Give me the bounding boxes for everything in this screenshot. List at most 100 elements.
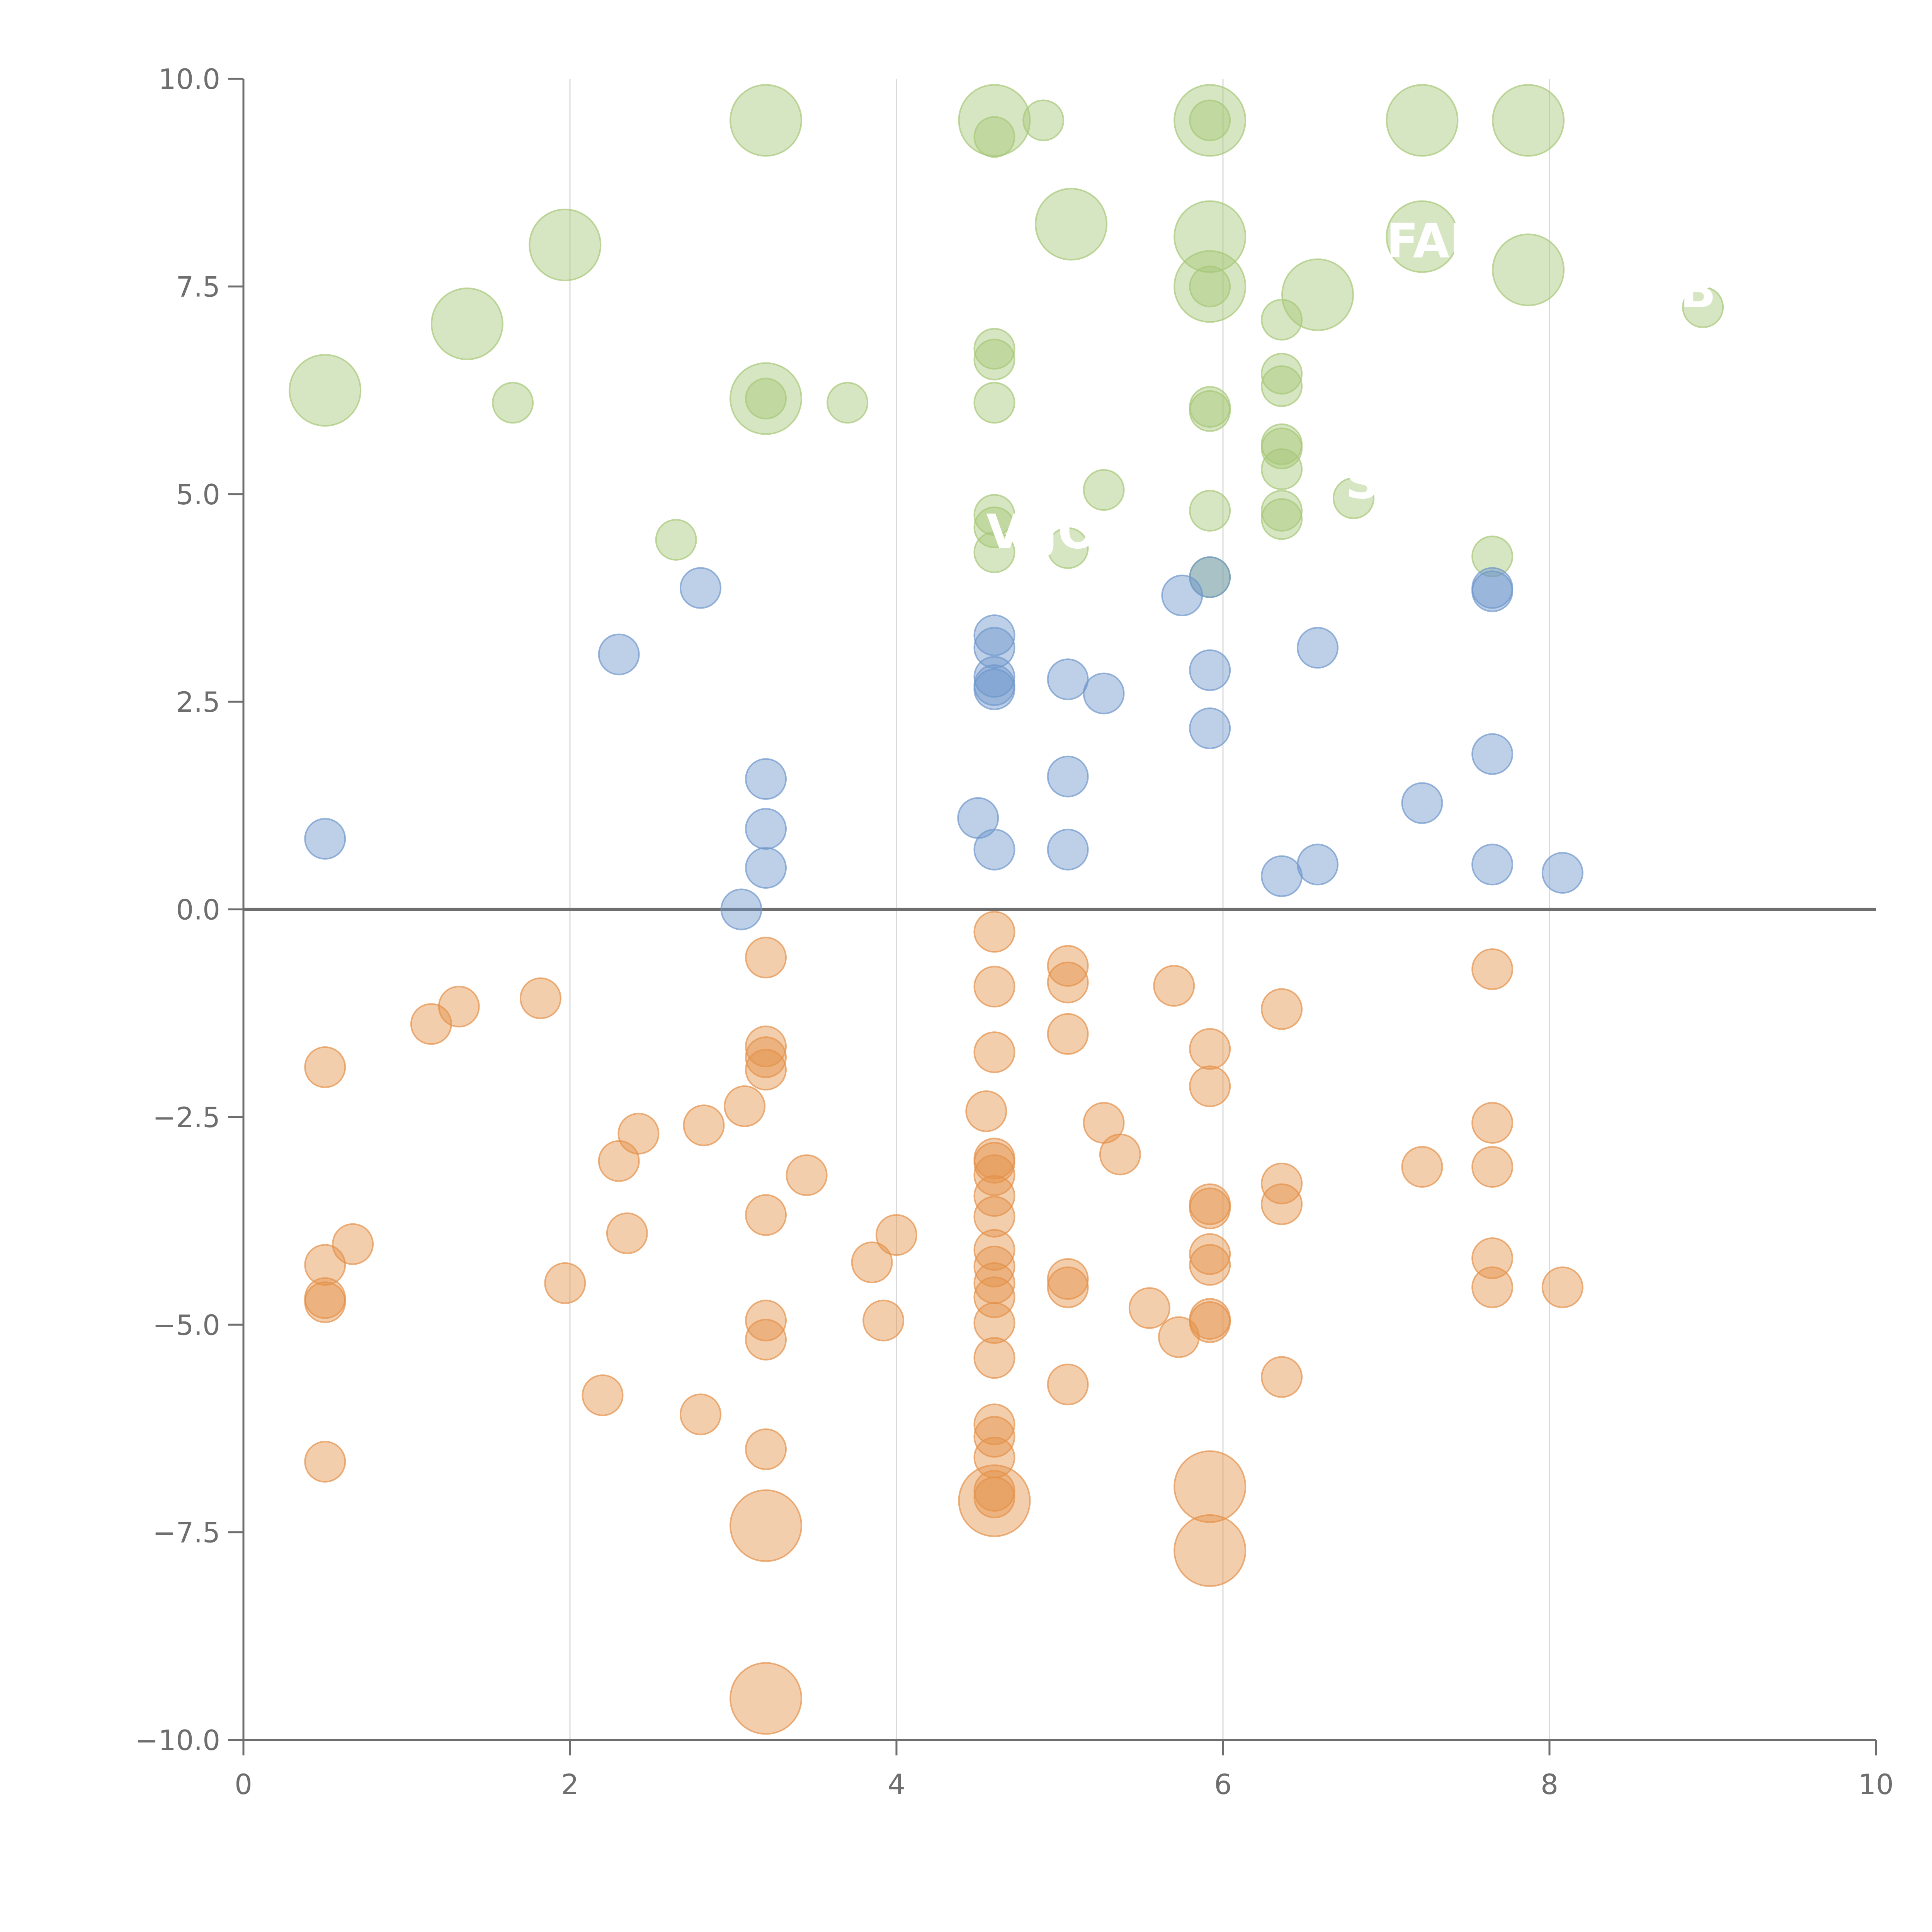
point-negative bbox=[304, 1046, 346, 1088]
point-positive bbox=[1297, 844, 1339, 886]
point-top bbox=[1386, 84, 1459, 157]
point-top bbox=[730, 84, 802, 157]
x-tick-label: 4 bbox=[888, 1768, 905, 1801]
point-positive bbox=[973, 828, 1015, 871]
point-negative bbox=[680, 1393, 721, 1435]
point-top bbox=[1035, 188, 1108, 261]
point-positive bbox=[1047, 658, 1089, 701]
x-tick-label: 6 bbox=[1214, 1768, 1232, 1801]
point-negative bbox=[1173, 1450, 1247, 1523]
point-top bbox=[1173, 200, 1247, 273]
point-negative bbox=[745, 1194, 787, 1236]
point-negative bbox=[1189, 1065, 1231, 1107]
y-tick-label: 7.5 bbox=[176, 270, 220, 303]
point-top bbox=[745, 378, 787, 420]
point-top bbox=[1261, 490, 1303, 532]
point-negative bbox=[745, 937, 787, 979]
point-negative bbox=[582, 1374, 624, 1416]
point-negative bbox=[1047, 1258, 1089, 1300]
y-tick-label: −7.5 bbox=[153, 1517, 220, 1549]
point-negative bbox=[973, 1403, 1015, 1446]
point-negative bbox=[1047, 961, 1089, 1003]
point-negative bbox=[973, 1302, 1015, 1344]
point-top bbox=[430, 287, 503, 361]
point-negative bbox=[973, 1476, 1015, 1519]
point-top bbox=[973, 494, 1015, 536]
point-top bbox=[1261, 353, 1303, 395]
point-top bbox=[958, 84, 1031, 157]
point-positive bbox=[1047, 828, 1089, 871]
point-top bbox=[1492, 233, 1565, 306]
point-top bbox=[1189, 99, 1231, 141]
point-top bbox=[1083, 469, 1125, 511]
point-negative bbox=[1261, 1183, 1303, 1225]
point-negative bbox=[606, 1212, 648, 1254]
x-tick-label: 10 bbox=[1858, 1768, 1894, 1801]
point-top bbox=[1189, 390, 1231, 432]
point-top bbox=[1682, 286, 1724, 328]
point-negative bbox=[973, 911, 1015, 953]
point-negative bbox=[1189, 1187, 1231, 1230]
point-negative bbox=[745, 1036, 787, 1078]
point-negative bbox=[965, 1090, 1007, 1132]
y-tick-label: −5.0 bbox=[153, 1309, 220, 1341]
point-negative bbox=[1158, 1316, 1200, 1358]
point-positive bbox=[680, 567, 721, 609]
point-negative bbox=[745, 1428, 787, 1470]
point-top bbox=[1261, 498, 1303, 540]
bubble-label: FAR bbox=[1386, 214, 1486, 269]
point-negative bbox=[1471, 1102, 1514, 1144]
point-negative bbox=[1189, 1244, 1231, 1286]
point-positive bbox=[598, 633, 640, 675]
bubble-label: B bbox=[1680, 264, 1716, 318]
point-negative bbox=[724, 1085, 766, 1127]
point-top bbox=[1386, 200, 1459, 273]
point-positive bbox=[1189, 707, 1231, 749]
point-top bbox=[1189, 265, 1231, 308]
y-tick-label: −2.5 bbox=[153, 1101, 220, 1134]
point-top bbox=[1189, 490, 1231, 532]
point-negative bbox=[851, 1242, 893, 1284]
y-tick-label: 0.0 bbox=[176, 894, 220, 926]
point-negative bbox=[1153, 965, 1195, 1007]
point-negative bbox=[1541, 1266, 1583, 1308]
point-negative bbox=[973, 1337, 1015, 1379]
point-positive bbox=[1401, 782, 1443, 824]
axis-layer: 0 2 4 6 8 10 10.0 7.5 5.0 2.5 0.0 −2.5 −5.0 −7.5 −10.0 bbox=[135, 63, 1893, 1801]
point-negative bbox=[1471, 1146, 1514, 1188]
point-negative bbox=[1471, 948, 1514, 990]
labels-layer: VIJO FAR SO B bbox=[986, 214, 1716, 559]
point-negative bbox=[745, 1049, 787, 1091]
point-positive bbox=[973, 656, 1015, 698]
point-negative bbox=[1099, 1133, 1141, 1175]
point-negative bbox=[862, 1299, 905, 1342]
point-negative bbox=[973, 1229, 1015, 1271]
point-negative bbox=[1189, 1301, 1231, 1343]
point-positive bbox=[745, 808, 787, 850]
point-positive bbox=[1083, 672, 1125, 714]
point-top bbox=[973, 116, 1015, 158]
point-top bbox=[655, 519, 697, 561]
point-top bbox=[973, 506, 1015, 548]
point-negative bbox=[304, 1440, 346, 1483]
point-positive bbox=[973, 668, 1015, 710]
point-negative bbox=[544, 1262, 586, 1304]
point-negative bbox=[973, 1245, 1015, 1287]
point-negative bbox=[745, 1299, 787, 1342]
point-positive bbox=[973, 627, 1015, 669]
point-negative bbox=[1261, 988, 1303, 1030]
point-top bbox=[730, 362, 802, 435]
point-negative bbox=[958, 1464, 1031, 1537]
point-negative bbox=[973, 1196, 1015, 1238]
x-tick-label: 2 bbox=[561, 1768, 579, 1801]
point-negative bbox=[598, 1140, 640, 1182]
point-negative bbox=[973, 1031, 1015, 1073]
point-negative bbox=[1189, 1233, 1231, 1275]
point-top bbox=[1047, 527, 1089, 569]
point-top bbox=[827, 382, 869, 424]
point-negative bbox=[1471, 1237, 1514, 1279]
point-top bbox=[1173, 84, 1247, 157]
point-negative bbox=[745, 1026, 787, 1068]
